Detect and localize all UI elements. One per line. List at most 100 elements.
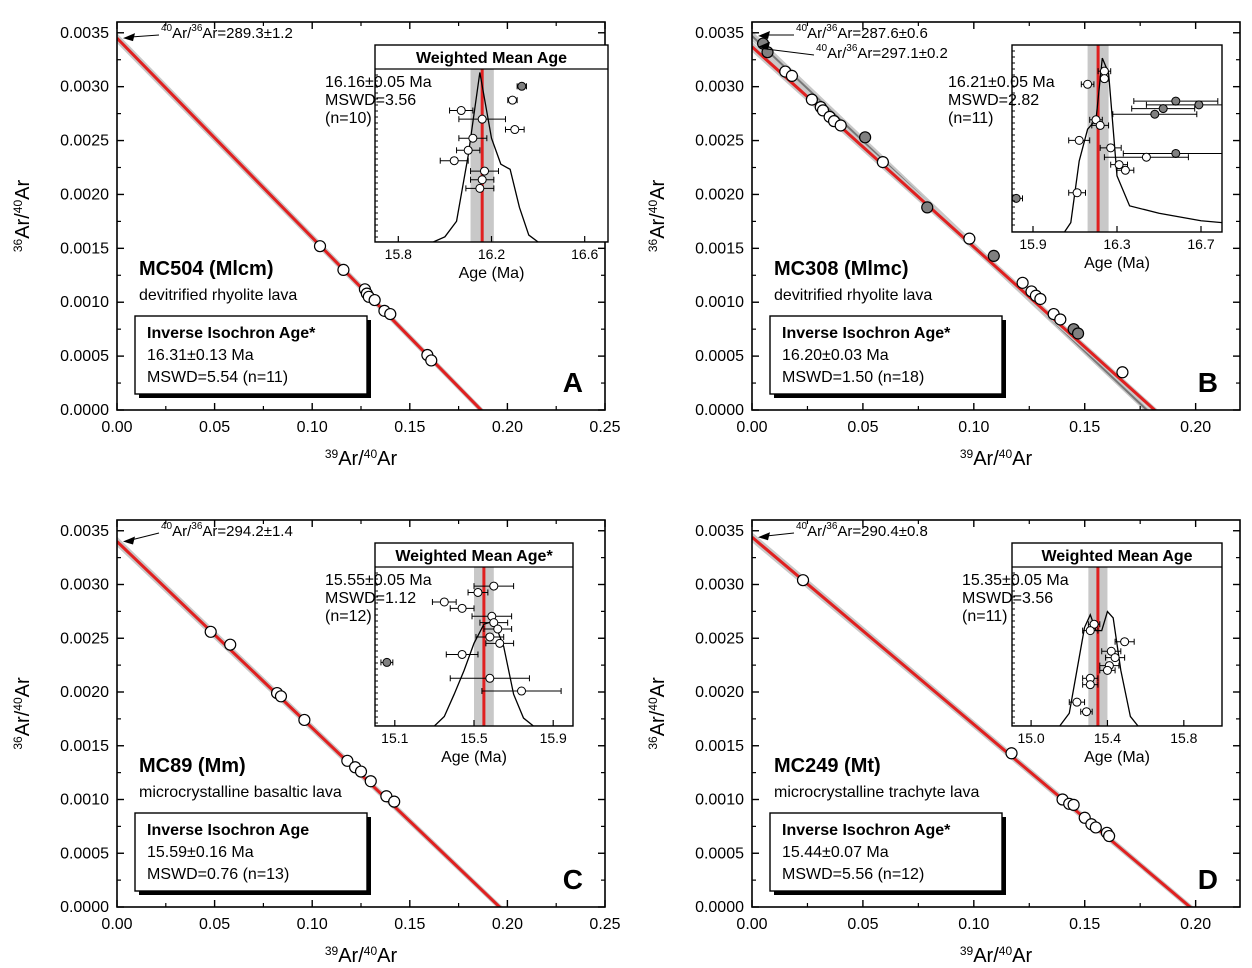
rock-type: microcrystalline trachyte lava xyxy=(774,784,980,801)
y-tick-label: 0.0030 xyxy=(60,577,109,594)
y-tick-label: 0.0010 xyxy=(695,792,744,809)
isochron-box-title: Inverse Isochron Age* xyxy=(782,325,951,342)
isochron-box-title: Inverse Isochron Age xyxy=(147,822,309,839)
age-point xyxy=(383,658,391,666)
data-point xyxy=(356,766,367,777)
intercept-label: 40Ar/36Ar=294.2±1.4 xyxy=(161,521,293,540)
age-point xyxy=(490,582,498,590)
age-point xyxy=(478,115,486,123)
x-tick-label: 0.05 xyxy=(847,419,878,436)
y-tick-label: 0.0030 xyxy=(695,79,744,96)
x-tick-label: 0.00 xyxy=(101,916,132,933)
y-axis-label: 36Ar/40Ar xyxy=(11,180,34,253)
data-point xyxy=(365,776,376,787)
data-point xyxy=(1055,314,1066,325)
inset-x-tick-label: 15.8 xyxy=(1170,730,1197,746)
x-tick-label: 0.10 xyxy=(297,916,328,933)
age-point xyxy=(1172,97,1180,105)
age-point xyxy=(450,157,458,165)
weighted-mean-inset: Weighted Mean Age 15.0 15.4 15.8 Age (Ma) 15.… xyxy=(962,543,1222,766)
y-tick-label: 0.0005 xyxy=(60,348,109,365)
inset-x-tick-label: 15.5 xyxy=(460,730,487,746)
data-point xyxy=(1006,748,1017,759)
arrow-head-icon xyxy=(123,33,135,41)
data-point xyxy=(877,157,888,168)
data-point xyxy=(806,94,817,105)
age-point xyxy=(511,126,519,134)
isochron-age: 16.20±0.03 Ma xyxy=(782,347,889,364)
age-point xyxy=(1111,654,1119,662)
data-point xyxy=(205,626,216,637)
x-tick-label: 0.20 xyxy=(492,916,523,933)
inset-mswd: MSWD=2.82 xyxy=(948,92,1039,109)
age-point xyxy=(1142,153,1150,161)
age-point xyxy=(1084,80,1092,88)
data-point xyxy=(786,70,797,81)
data-point xyxy=(798,575,809,586)
x-tick-label: 0.15 xyxy=(394,419,425,436)
inset-x-tick-label: 16.7 xyxy=(1187,236,1214,252)
x-tick-label: 0.05 xyxy=(199,419,230,436)
age-point xyxy=(508,96,516,104)
data-point xyxy=(338,264,349,275)
inset-x-tick-label: 15.8 xyxy=(385,246,412,262)
age-point xyxy=(1159,105,1167,113)
age-point xyxy=(1100,67,1108,75)
panel-C: 0.00 0.05 0.10 0.15 0.20 0.250.00000.00050.00… xyxy=(11,520,621,967)
rock-type: microcrystalline basaltic lava xyxy=(139,784,342,801)
data-point xyxy=(1073,328,1084,339)
isochron-box-title: Inverse Isochron Age* xyxy=(782,822,951,839)
y-axis-label: 36Ar/40Ar xyxy=(646,180,669,253)
x-tick-label: 0.10 xyxy=(297,419,328,436)
y-tick-label: 0.0015 xyxy=(695,738,744,755)
y-tick-label: 0.0020 xyxy=(60,186,109,203)
y-tick-label: 0.0035 xyxy=(60,523,109,540)
data-point xyxy=(1017,277,1028,288)
age-point xyxy=(1121,166,1129,174)
y-tick-label: 0.0035 xyxy=(695,25,744,42)
inset-mswd: MSWD=1.12 xyxy=(325,590,416,607)
y-tick-label: 0.0025 xyxy=(60,630,109,647)
weighted-mean-inset: Weighted Mean Age15.8 16.2 16.6Age (Ma)16.… xyxy=(325,45,608,282)
inset-n: (n=10) xyxy=(325,110,372,127)
age-point xyxy=(1121,638,1129,646)
x-axis-label: 39Ar/40Ar xyxy=(325,447,398,470)
x-tick-label: 0.15 xyxy=(394,916,425,933)
inset-x-tick-label: 15.1 xyxy=(381,730,408,746)
sample-name: MC89 (Mm) xyxy=(139,755,246,777)
inset-x-tick-label: 15.4 xyxy=(1094,730,1121,746)
y-tick-label: 0.0010 xyxy=(60,294,109,311)
inset-n: (n=11) xyxy=(948,110,994,127)
data-point xyxy=(275,691,286,702)
y-tick-label: 0.0010 xyxy=(60,792,109,809)
y-tick-label: 0.0005 xyxy=(695,845,744,862)
inset-x-tick-label: 16.2 xyxy=(478,246,505,262)
age-point xyxy=(518,687,526,695)
age-point xyxy=(518,82,526,90)
age-point xyxy=(1086,681,1094,689)
isochron-stats: MSWD=5.56 (n=12) xyxy=(782,866,924,883)
data-point xyxy=(426,355,437,366)
x-tick-label: 0.00 xyxy=(736,916,767,933)
y-tick-label: 0.0030 xyxy=(695,577,744,594)
age-point xyxy=(1100,75,1108,83)
y-tick-label: 0.0000 xyxy=(695,402,744,419)
age-point xyxy=(458,604,466,612)
age-point xyxy=(1073,698,1081,706)
weighted-mean-inset: 15.9 16.3 16.7Age (Ma)16.21±0.05 MaMSWD=2.… xyxy=(948,45,1251,272)
x-tick-label: 0.05 xyxy=(199,916,230,933)
panel-B: 0.00 0.05 0.10 0.15 0.20 0.0000 0.0005 0.0010 0.… xyxy=(646,22,1251,470)
panel-A: 0.00 0.05 0.10 0.15 0.20 0.25 0.0000 0.0005 0.00… xyxy=(11,22,621,470)
x-tick-label: 0.05 xyxy=(847,916,878,933)
age-point xyxy=(481,167,489,175)
data-point xyxy=(860,132,871,143)
x-tick-label: 0.10 xyxy=(958,419,989,436)
age-point xyxy=(496,639,504,647)
inset-age: 15.55±0.05 Ma xyxy=(325,572,432,589)
x-tick-label: 0.15 xyxy=(1069,916,1100,933)
weighted-mean-inset: Weighted Mean Age* 15.1 15.5 15.9 Age (Ma) 15… xyxy=(325,543,573,766)
isochron-stats: MSWD=1.50 (n=18) xyxy=(782,369,924,386)
data-point xyxy=(299,714,310,725)
y-tick-label: 0.0010 xyxy=(695,294,744,311)
x-tick-label: 0.20 xyxy=(1180,916,1211,933)
